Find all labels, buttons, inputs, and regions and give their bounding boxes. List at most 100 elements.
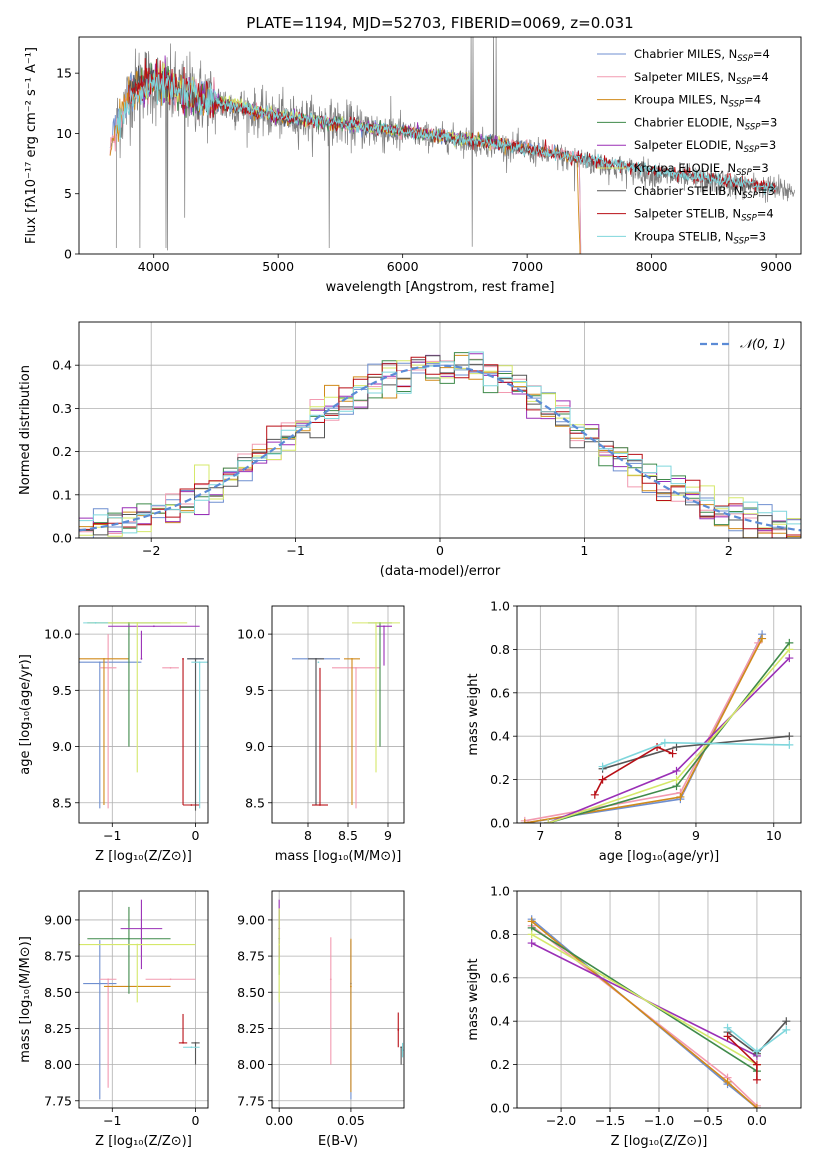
weight-point-marker [672,775,681,784]
x-tick-label: −1.0 [644,1113,674,1128]
weight-point-marker [785,732,794,741]
weight-vs-Z-axes: −2.0 −1.5 −1.0 −0.5 0.0 0.0 0.2 0.4 0.6 0.8 1.0 Z [… [466,884,802,1149]
weight-point-marker [752,1047,761,1056]
x-tick-label: −1 [286,543,304,558]
weight-point-marker [785,654,794,663]
y-axis-label: mass weight [466,673,481,755]
weight-point-marker [544,819,553,823]
data-point [98,661,101,664]
residuals-axes: −2 −1 0 1 2 0.0 0.1 0.2 0.3 0.4 (data-model)/error… [18,321,802,579]
y-axis-label: mass weight [466,958,481,1040]
legend-entry: Salpeter ELODIE, NSSP=3 [634,138,776,155]
axes-frame [271,890,405,1109]
weight-vs-age-axes: 7 8 9 10 0.0 0.2 0.4 0.6 0.8 1.0 age [log₁₀(age/yr… [466,599,802,864]
x-axis-label: E(B-V) [318,1134,358,1149]
y-tick-label: 8.00 [44,1057,72,1072]
mass-vs-ebv-plot-area [278,899,404,1100]
weight-vs-age-plot-area [520,630,794,823]
y-axis-label: Flux [fλ10⁻¹⁷ erg cm⁻² s⁻¹ A⁻¹] [24,47,39,244]
x-tick-label: −1.5 [595,1113,625,1128]
weight-point-marker [668,749,677,758]
data-point [194,657,197,660]
data-point [136,943,139,946]
y-tick-label: 0.3 [52,401,72,416]
weight-series-line [594,746,673,796]
data-point [317,661,320,664]
axes-frame [78,605,209,824]
y-tick-label: 8.5 [52,795,72,810]
x-tick-label: 0.00 [265,1113,293,1128]
y-tick-label: 0.8 [490,927,510,942]
data-point [136,621,139,624]
model-spectrum-line [115,68,777,195]
y-tick-label: 8.5 [245,795,265,810]
normal-distribution-curve [79,364,801,532]
y-tick-label: 0 [64,247,72,262]
data-point [169,666,172,669]
x-tick-label: 4000 [138,259,170,274]
age-vs-mass-axes: 8 8.5 9 8.5 9.0 9.5 10.0 mass [log₁₀(M/M⊙)] [237,605,405,864]
weight-point-marker [527,930,536,939]
y-tick-label: 8.25 [44,1021,72,1036]
y-tick-label: 0.0 [490,816,510,831]
data-point [107,978,110,981]
y-tick-label: 0.0 [52,531,72,546]
y-tick-label: 0.6 [490,685,510,700]
weight-vs-Z-plot-area [527,915,791,1108]
legend-entry: 𝒩(0, 1) [740,336,786,351]
mass-vs-Z-axes: −1 0 7.75 8.00 8.25 8.50 8.75 9.00 Z [log₁₀(Z/Z⊙… [18,890,209,1149]
data-point [278,943,281,946]
legend-entry: Kroupa ELODIE, NSSP=3 [634,161,769,178]
y-tick-label: 1.0 [490,884,510,899]
legend-entry: Kroupa STELIB, NSSP=3 [634,229,766,246]
data-point [103,657,105,660]
x-tick-label: 2 [725,543,733,558]
y-tick-label: 10.0 [237,627,265,642]
weight-series-line [524,642,759,822]
weight-point-marker [598,762,607,771]
weight-point-marker [785,740,794,749]
data-point [383,625,385,628]
y-tick-label: 10.0 [44,627,72,642]
residual-histogram-step [79,352,801,538]
x-tick-label: 6000 [387,259,419,274]
x-axis-label: age [log₁₀(age/yr)] [599,849,720,864]
legend-entry: Salpeter MILES, NSSP=4 [634,70,769,87]
y-tick-label: 9.0 [245,739,265,754]
x-axis-label: Z [log₁₀(Z/Z⊙)] [611,1134,708,1149]
x-tick-label: 8 [304,828,312,843]
y-tick-label: 8.75 [237,949,265,964]
data-point [198,661,201,664]
data-point [397,1028,400,1031]
data-point [169,978,172,981]
data-point [355,666,357,669]
y-tick-label: 0.2 [490,772,510,787]
data-point [315,657,317,660]
mass-vs-ebv-axes: 0.00 0.05 7.75 8.00 8.25 8.50 8.75 9.00 E(B-V) [237,890,405,1149]
data-point [350,985,352,988]
y-tick-label: 9.5 [245,683,265,698]
y-tick-label: 7.75 [44,1093,72,1108]
legend-entry: Kroupa MILES, NSSP=4 [634,93,761,110]
weight-point-marker [520,819,529,823]
data-point [107,666,110,669]
data-point [182,657,184,660]
weight-point-marker [752,1104,761,1108]
x-axis-label: Z [log₁₀(Z/Z⊙)] [95,1134,192,1149]
weight-point-marker [598,775,607,784]
x-tick-label: −2.0 [546,1113,576,1128]
x-tick-label: 7000 [511,259,543,274]
weight-point-marker [723,1077,732,1086]
y-tick-label: 9.0 [52,739,72,754]
age-vs-Z-axes: −1 0 8.5 9.0 9.5 10.0 Z [log₁₀(Z/Z⊙)] age [log₁… [18,605,209,864]
y-tick-label: 1.0 [490,599,510,614]
y-axis-label: Normed distribution [18,365,33,495]
y-tick-label: 0.4 [490,729,510,744]
residuals-plot-area [79,351,801,538]
axes-frame [78,36,802,255]
weight-point-marker [758,634,767,643]
x-tick-label: 7 [536,828,544,843]
y-tick-label: 0.6 [490,970,510,985]
x-tick-label: 1 [580,543,588,558]
